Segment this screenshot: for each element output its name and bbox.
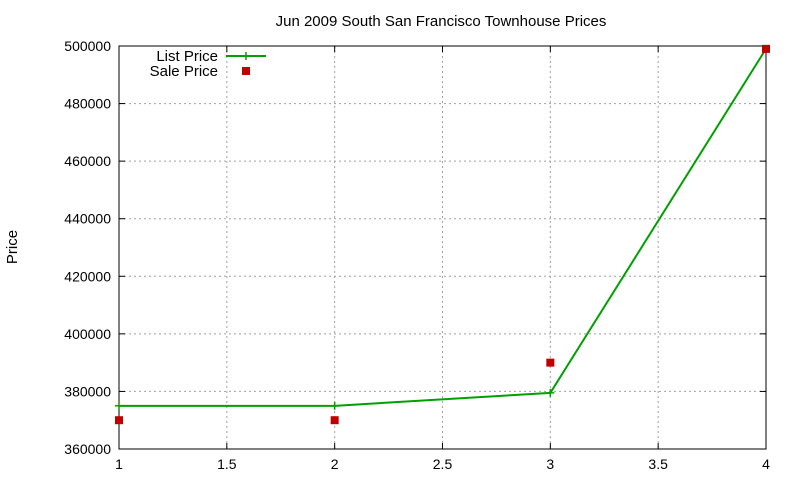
y-tick-label: 400000 bbox=[64, 326, 111, 342]
y-tick-label: 440000 bbox=[64, 211, 111, 227]
legend-label: Sale Price bbox=[150, 63, 218, 80]
y-tick-label: 360000 bbox=[64, 441, 111, 457]
legend-swatch-point bbox=[242, 52, 250, 60]
sale-price-point bbox=[762, 44, 770, 53]
y-tick-label: 500000 bbox=[64, 38, 111, 54]
list-price-point bbox=[115, 401, 123, 410]
legend-label: List Price bbox=[156, 48, 218, 65]
x-tick-label: 3 bbox=[546, 456, 554, 472]
plot-frame bbox=[118, 45, 767, 450]
y-tick-label: 420000 bbox=[64, 268, 111, 284]
x-tick-label: 3.5 bbox=[648, 456, 668, 472]
sale-price-point bbox=[330, 416, 339, 425]
x-tick-label: 2.5 bbox=[433, 456, 453, 472]
x-tick-label: 2 bbox=[331, 456, 339, 472]
list-price-point bbox=[546, 388, 555, 397]
sale-price-point bbox=[115, 416, 123, 425]
y-tick-label: 480000 bbox=[64, 96, 111, 112]
y-tick-label: 380000 bbox=[64, 383, 111, 399]
legend-swatch-point bbox=[242, 67, 250, 75]
y-tick-label: 460000 bbox=[64, 153, 111, 169]
x-tick-label: 1.5 bbox=[217, 456, 237, 472]
x-tick-label: 1 bbox=[115, 456, 123, 472]
series-layer bbox=[115, 44, 770, 425]
y-axis-label: Price bbox=[4, 230, 21, 264]
grid bbox=[119, 46, 766, 449]
list-price-line bbox=[119, 48, 767, 407]
sale-price-point bbox=[546, 358, 555, 367]
list-price-point bbox=[330, 401, 339, 410]
chart-title: Jun 2009 South San Francisco Townhouse P… bbox=[276, 13, 607, 30]
x-tick-label: 4 bbox=[762, 456, 770, 472]
